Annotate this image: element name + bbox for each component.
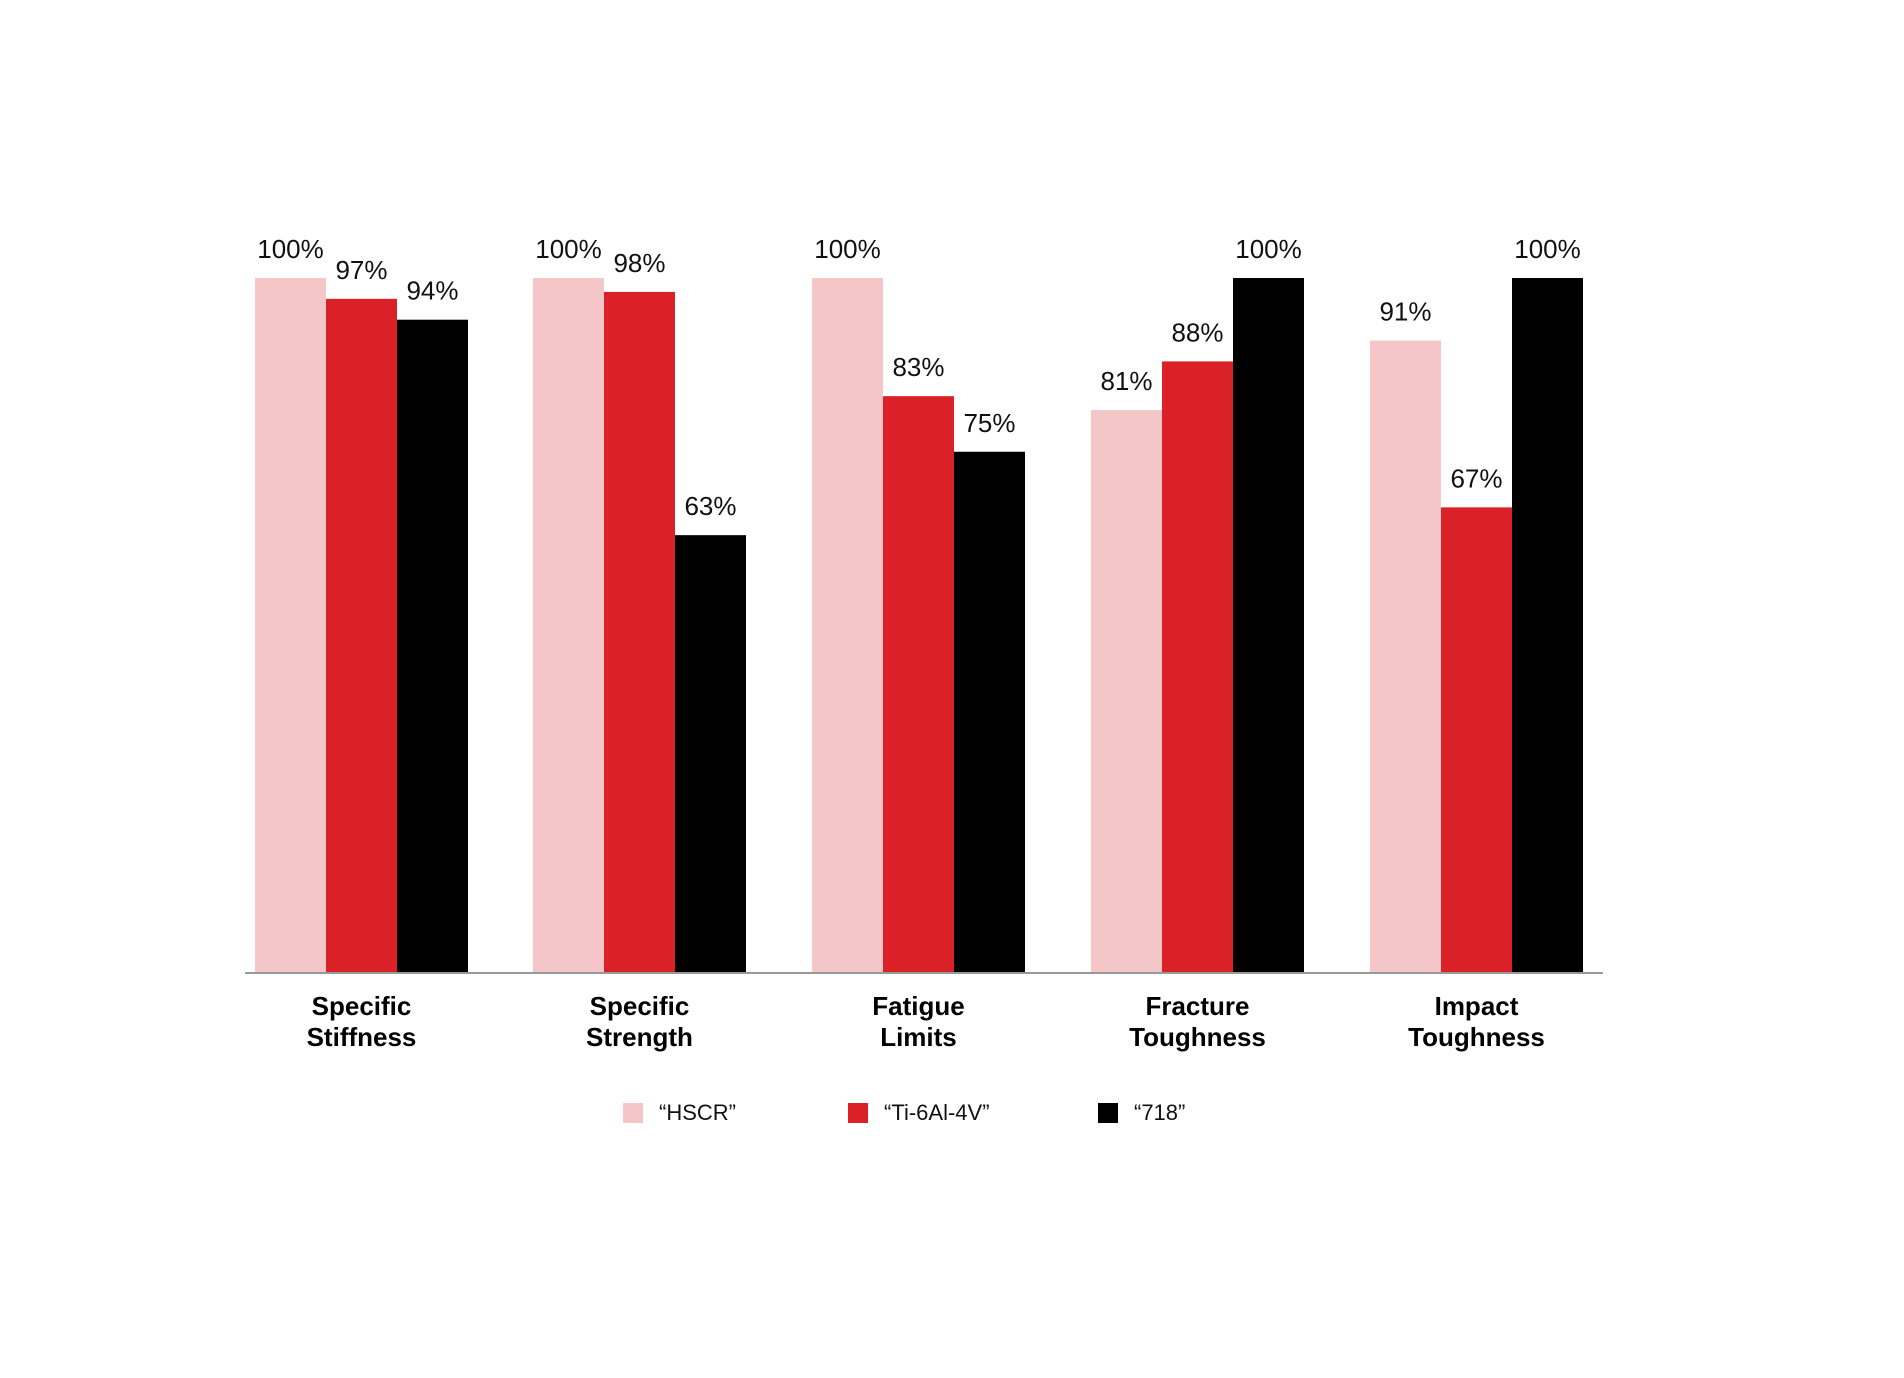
data-label-2-2: 75% xyxy=(963,408,1015,438)
bar-0-4 xyxy=(1370,340,1441,973)
legend-label-718: “718” xyxy=(1134,1100,1186,1125)
data-label-1-4: 67% xyxy=(1450,463,1502,493)
data-label-0-0: 100% xyxy=(257,234,324,264)
category-label-3: Fracture Toughness xyxy=(1129,991,1266,1052)
bar-2-1 xyxy=(675,535,746,973)
bar-1-2 xyxy=(883,396,954,973)
bar-1-1 xyxy=(604,291,675,973)
data-label-2-0: 94% xyxy=(406,276,458,306)
data-label-2-4: 100% xyxy=(1514,234,1581,264)
legend-label-ti-6al-4v: “Ti-6Al-4V” xyxy=(884,1100,990,1125)
bar-1-4 xyxy=(1441,507,1512,973)
bar-0-1 xyxy=(533,278,604,973)
legend-swatch-hscr xyxy=(623,1103,643,1123)
bar-2-3 xyxy=(1233,278,1304,973)
data-label-0-3: 81% xyxy=(1100,366,1152,396)
data-label-2-3: 100% xyxy=(1235,234,1302,264)
category-label-0: Specific Stiffness xyxy=(307,991,417,1052)
bar-2-0 xyxy=(397,319,468,973)
bar-0-2 xyxy=(812,278,883,973)
data-label-1-3: 88% xyxy=(1171,317,1223,347)
bar-2-2 xyxy=(954,451,1025,973)
bar-0-0 xyxy=(255,278,326,973)
legend-item-718: “718” xyxy=(1098,1093,1185,1133)
data-label-1-0: 97% xyxy=(335,255,387,285)
data-label-0-1: 100% xyxy=(535,234,602,264)
legend-swatch-ti-6al-4v xyxy=(848,1103,868,1123)
data-label-0-4: 91% xyxy=(1379,297,1431,327)
bar-1-3 xyxy=(1162,361,1233,973)
legend: “HSCR” “Ti-6Al-4V” “718” xyxy=(0,1093,1904,1133)
legend-swatch-718 xyxy=(1098,1103,1118,1123)
data-label-1-1: 98% xyxy=(613,248,665,278)
category-label-4: Impact Toughness xyxy=(1408,991,1545,1052)
data-label-1-2: 83% xyxy=(892,352,944,382)
legend-label-hscr: “HSCR” xyxy=(659,1100,736,1125)
category-label-1: Specific Strength xyxy=(586,991,693,1052)
category-label-2: Fatigue Limits xyxy=(872,991,964,1052)
data-label-2-1: 63% xyxy=(684,491,736,521)
bar-1-0 xyxy=(326,298,397,974)
bar-2-4 xyxy=(1512,278,1583,973)
data-label-0-2: 100% xyxy=(814,234,881,264)
legend-item-hscr: “HSCR” xyxy=(623,1093,736,1133)
legend-item-ti-6al-4v: “Ti-6Al-4V” xyxy=(848,1093,990,1133)
bar-0-3 xyxy=(1091,410,1162,973)
